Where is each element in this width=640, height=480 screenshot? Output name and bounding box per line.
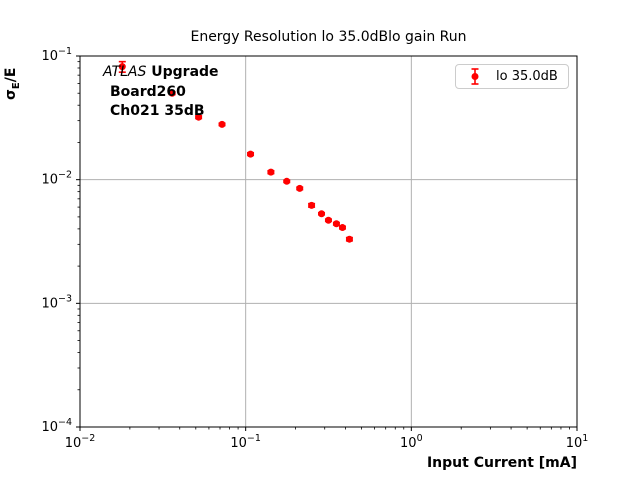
annotation-board: Board260 <box>110 83 186 100</box>
x-axis-ticks: 10−2 10−1 100 101 <box>65 427 589 451</box>
data-points <box>118 60 353 243</box>
svg-text:10−2: 10−2 <box>41 170 72 188</box>
legend: lo 35.0dB <box>455 64 569 89</box>
x-axis-label: Input Current [mA] <box>426 455 577 471</box>
svg-text:100: 100 <box>400 433 423 451</box>
annotation: ATLAS Upgrade Board260 Ch021 35dB <box>103 63 219 122</box>
svg-text:10−2: 10−2 <box>65 433 96 451</box>
svg-text:10−1: 10−1 <box>41 46 72 64</box>
svg-text:10−1: 10−1 <box>230 433 261 451</box>
svg-text:10−3: 10−3 <box>41 293 72 311</box>
errorbar-marker-icon <box>471 68 479 85</box>
svg-text:101: 101 <box>566 433 589 451</box>
legend-label: lo 35.0dB <box>496 69 558 84</box>
chart-title: Energy Resolution lo 35.0dBlo gain Run <box>190 29 467 45</box>
annotation-upgrade: Upgrade <box>146 64 219 80</box>
axes-frame <box>79 55 578 428</box>
annotation-channel: Ch021 35dB <box>110 103 205 119</box>
annotation-line1: ATLAS Upgrade <box>103 63 219 83</box>
annotation-atlas: ATLAS <box>103 64 147 80</box>
y-axis-ticks: 10−4 10−3 10−2 10−1 <box>41 46 80 435</box>
svg-text:10−4: 10−4 <box>41 417 72 435</box>
